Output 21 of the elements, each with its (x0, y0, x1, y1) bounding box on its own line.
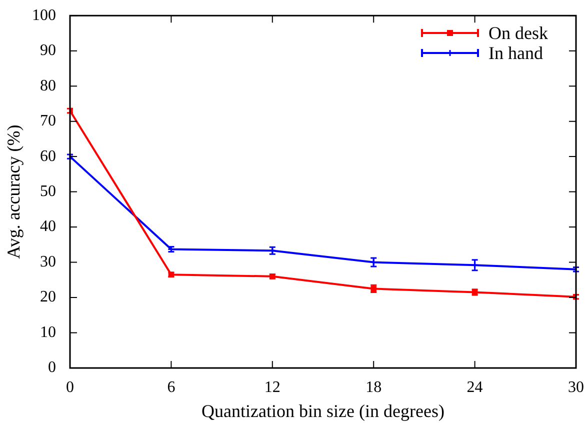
y-tick-label: 60 (40, 148, 56, 165)
x-tick-label: 6 (167, 378, 176, 396)
x-tick-label: 0 (66, 378, 74, 396)
x-tick-label: 30 (568, 378, 584, 396)
y-tick-label: 50 (40, 183, 56, 200)
y-tick-label: 70 (40, 112, 56, 130)
legend-label: In hand (488, 43, 543, 63)
y-tick-label: 80 (40, 77, 56, 94)
y-tick-label: 40 (40, 218, 56, 236)
x-tick-label: 12 (264, 378, 280, 396)
x-tick-label: 18 (366, 378, 382, 396)
y-axis-title: Avg. accuracy (%) (4, 124, 24, 259)
x-axis-title: Quantization bin size (in degrees) (202, 400, 444, 421)
y-tick-label: 90 (40, 42, 56, 60)
y-tick-label: 20 (40, 288, 56, 306)
x-tick-label: 24 (466, 378, 483, 396)
y-tick-label: 0 (48, 359, 56, 376)
y-tick-label: 10 (40, 324, 56, 341)
y-tick-label: 100 (32, 6, 56, 24)
legend-label: On desk (488, 23, 548, 43)
y-tick-label: 30 (40, 253, 56, 270)
